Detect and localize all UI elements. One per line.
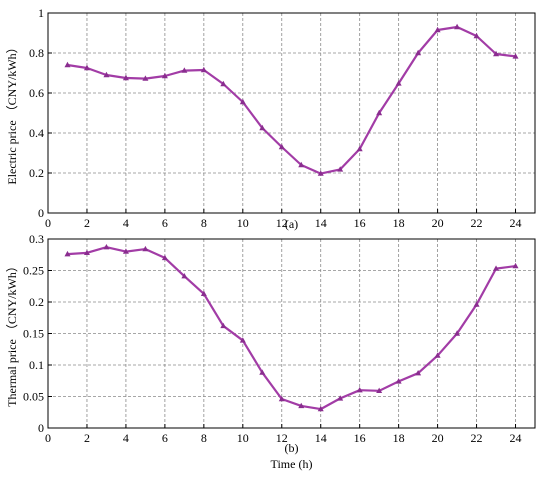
data-point-marker [200,66,207,73]
y-tick-label: 0.4 [29,126,44,140]
data-point-marker [64,250,71,257]
data-point-marker [473,301,480,307]
x-tick-label: 4 [123,431,129,445]
y-tick-label: 0.2 [29,295,44,309]
data-point-marker [356,145,363,152]
series-line [67,25,516,175]
data-point-marker [161,254,168,261]
x-axis-label: Time (h) [271,457,313,471]
y-tick-label: 0 [38,206,44,220]
x-tick-label: 6 [162,216,168,230]
x-tick-label: 12 [276,431,288,445]
data-point-marker [512,262,519,269]
y-axis-label: Electric price （CNY/kWh） [5,41,19,184]
x-tick-label: 6 [162,431,168,445]
x-tick-label: 10 [237,431,249,445]
x-tick-label: 16 [354,216,366,230]
data-point-marker [220,322,227,329]
data-point-marker [239,337,246,343]
data-point-marker [103,243,110,250]
plot-frame [47,238,536,429]
y-tick-label: 0.6 [29,86,44,100]
data-point-marker [337,395,344,401]
data-point-marker [317,405,324,412]
panel-caption: (a) [285,217,298,231]
data-point-marker [298,161,305,168]
data-point-marker [83,249,90,256]
data-point-marker [220,80,227,87]
data-point-marker [259,369,266,375]
x-tick-label: 18 [393,431,405,445]
series-line [67,246,516,411]
x-tick-label: 22 [471,431,483,445]
x-tick-label: 2 [84,216,90,230]
data-point-marker [161,72,168,79]
electric-price-panel: 0 2 4 6 8 10 12 14 16 18 20 22 2400.20.40.60.81Elect… [5,6,536,231]
data-point-marker [493,265,500,271]
x-tick-label: 14 [315,216,327,230]
data-point-marker [278,143,285,150]
data-point-marker [181,272,188,279]
y-tick-label: 0.1 [29,358,44,372]
data-point-marker [337,166,344,172]
data-point-marker [142,75,149,81]
data-point-marker [473,32,480,39]
data-point-marker [434,26,441,33]
data-point-marker [278,395,285,402]
data-point-marker [298,402,305,409]
data-point-marker [239,98,246,105]
y-tick-label: 0.25 [23,264,44,278]
data-point-marker [142,245,149,252]
data-point-marker [454,330,461,336]
data-point-marker [83,64,90,71]
data-point-marker [454,23,461,30]
x-tick-label: 4 [123,216,129,230]
data-point-marker [356,387,363,393]
data-point-marker [317,170,324,176]
data-point-marker [493,50,500,57]
data-point-marker [415,369,422,376]
data-point-marker [181,67,188,73]
data-point-marker [122,248,129,254]
plot-frame [47,12,536,214]
y-axis-label: Thermal price （CNY/kWh） [5,260,19,407]
data-point-marker [376,387,383,394]
x-tick-label: 24 [510,431,522,445]
data-point-marker [200,290,207,297]
data-point-marker [434,352,441,358]
y-tick-label: 0.8 [29,46,44,60]
x-tick-label: 16 [354,431,366,445]
data-point-marker [64,61,71,68]
x-tick-label: 18 [393,216,405,230]
panel-caption: (b) [285,441,299,455]
data-point-marker [376,109,383,116]
x-tick-label: 20 [432,431,444,445]
x-tick-label: 8 [201,431,207,445]
x-tick-label: 0 [45,216,51,230]
data-point-marker [415,49,422,56]
data-point-marker [512,53,519,59]
x-tick-label: 22 [471,216,483,230]
data-point-marker [103,71,110,78]
x-tick-label: 0 [45,431,51,445]
x-tick-label: 14 [315,431,327,445]
data-point-marker [259,124,266,131]
data-point-marker [122,74,129,81]
x-tick-label: 24 [510,216,522,230]
x-tick-label: 8 [201,216,207,230]
y-tick-label: 0.2 [29,166,44,180]
thermal-price-panel: 0 2 4 6 8 10 12 14 16 18 20 22 2400.050.10.150.20.25… [5,232,536,471]
x-tick-label: 2 [84,431,90,445]
y-tick-label: 0.05 [23,390,44,404]
x-tick-label: 20 [432,216,444,230]
x-tick-label: 12 [276,216,288,230]
y-tick-label: 0.15 [23,327,44,341]
data-point-marker [395,378,402,384]
y-tick-label: 0.3 [29,232,44,246]
x-tick-label: 10 [237,216,249,230]
data-point-marker [395,80,402,86]
y-tick-label: 1 [38,6,44,20]
y-tick-label: 0 [38,421,44,435]
